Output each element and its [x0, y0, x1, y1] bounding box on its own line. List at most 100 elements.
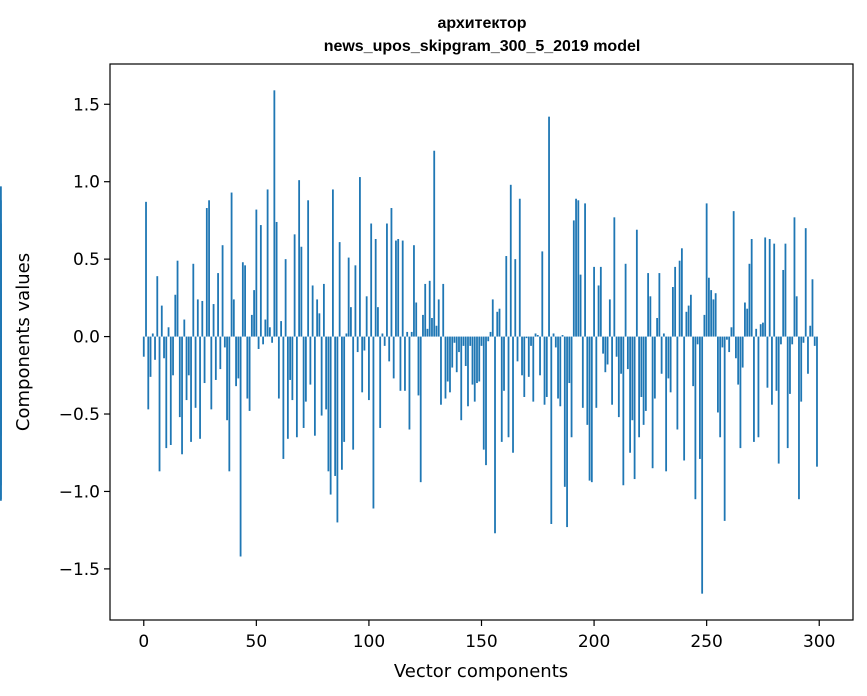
bar: [273, 90, 276, 337]
bar: [370, 223, 373, 337]
bar: [676, 336, 679, 430]
bar: [266, 189, 269, 337]
bar: [766, 336, 769, 388]
bar: [199, 336, 201, 439]
bar: [726, 336, 728, 340]
bar: [165, 336, 168, 449]
bar: [142, 336, 145, 357]
bar: [568, 336, 571, 384]
bar: [149, 336, 152, 377]
bar: [658, 273, 661, 337]
bar: [762, 322, 764, 337]
bar: [440, 336, 442, 405]
bar: [482, 336, 485, 450]
bar: [656, 317, 659, 337]
bar: [223, 336, 226, 348]
bar: [325, 336, 328, 410]
bars-group: [0, 90, 818, 594]
bar: [786, 336, 789, 449]
bar: [509, 184, 512, 337]
bar: [550, 336, 553, 524]
y-tick-label: 0.0: [73, 328, 100, 348]
bar: [289, 336, 292, 380]
y-tick-label: 1.5: [73, 95, 100, 115]
bar: [322, 283, 325, 337]
bar: [741, 336, 744, 368]
bar: [257, 336, 260, 349]
bar: [404, 336, 406, 391]
bar: [239, 336, 242, 557]
bar: [624, 263, 627, 337]
bar: [617, 336, 620, 418]
bar: [338, 242, 341, 337]
bar: [710, 290, 713, 337]
bar: [579, 274, 582, 337]
bar: [527, 336, 530, 377]
bar: [379, 336, 382, 428]
bar: [620, 336, 622, 374]
bar: [802, 336, 805, 343]
y-tick-label: −1.0: [59, 482, 100, 502]
bar: [615, 336, 618, 357]
bar: [167, 327, 170, 337]
bar: [480, 336, 483, 346]
bar: [406, 331, 409, 337]
bar: [311, 285, 314, 337]
bar: [178, 336, 181, 418]
bar: [640, 336, 643, 397]
bar: [525, 336, 528, 339]
bar: [692, 336, 695, 387]
bar: [566, 336, 568, 528]
bar: [494, 336, 496, 534]
bar: [539, 336, 541, 376]
bar: [462, 336, 465, 346]
bar: [196, 299, 199, 337]
bar: [735, 336, 737, 359]
bar: [264, 319, 267, 337]
bar: [816, 336, 818, 467]
bar: [701, 336, 704, 594]
bar: [737, 336, 740, 385]
bar: [221, 245, 224, 337]
bar: [426, 328, 429, 337]
bar: [651, 336, 654, 469]
bar: [408, 336, 411, 430]
bar: [611, 336, 613, 405]
bar: [496, 311, 499, 337]
bar: [626, 336, 629, 370]
bar: [183, 319, 186, 337]
bar: [395, 240, 397, 337]
bar: [791, 336, 794, 345]
bar: [789, 336, 791, 394]
bar: [536, 335, 539, 337]
bar: [460, 336, 463, 421]
bar: [163, 336, 165, 359]
bar: [557, 336, 559, 399]
bar: [518, 198, 521, 337]
bar: [354, 265, 357, 337]
bar: [228, 336, 231, 472]
bar: [467, 336, 469, 407]
bar: [300, 246, 303, 337]
bar: [437, 299, 440, 337]
bar: [309, 336, 312, 385]
bar: [181, 336, 183, 455]
bar: [194, 336, 197, 408]
bar: [570, 336, 573, 438]
bar: [665, 336, 668, 472]
bar: [158, 336, 161, 472]
bar: [671, 287, 674, 337]
bar: [534, 333, 537, 337]
bar: [410, 331, 413, 337]
bar: [169, 336, 172, 445]
bar: [442, 283, 445, 337]
bar: [471, 336, 474, 385]
x-tick-label: 150: [465, 632, 497, 652]
bar: [606, 336, 609, 365]
bar: [368, 336, 370, 401]
bar: [561, 335, 564, 337]
bar: [532, 336, 535, 402]
bar: [271, 336, 274, 343]
bar: [428, 280, 431, 337]
